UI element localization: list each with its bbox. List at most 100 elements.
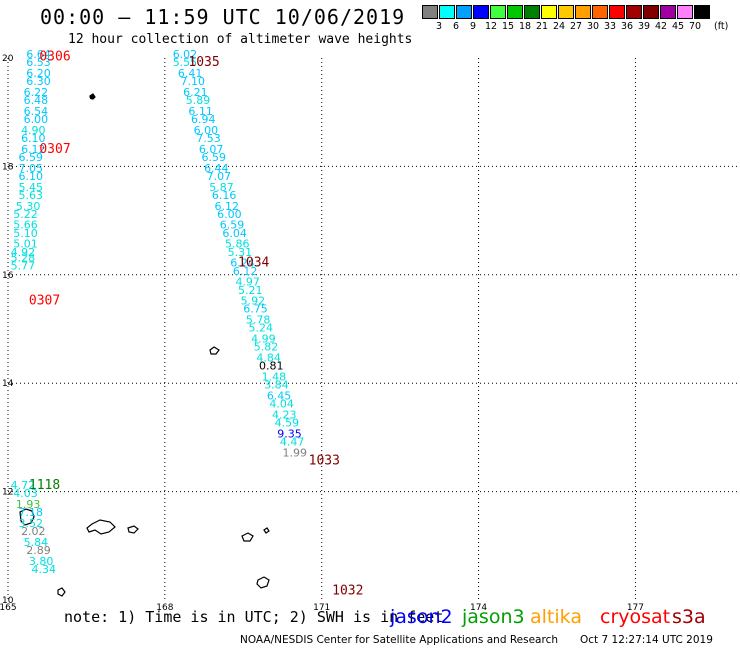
scale-swatch [541, 5, 557, 19]
swh-value: 6.53 [26, 56, 51, 69]
swh-value: 5.78 [246, 314, 271, 327]
scale-swatch [558, 5, 574, 19]
swh-value: 5.87 [209, 181, 234, 194]
satellite-cryosat: cryosat [600, 606, 671, 628]
scale-label: 39 [638, 21, 651, 32]
swh-value: 4.90 [21, 124, 45, 137]
swh-value: 6.21 [183, 86, 208, 99]
scale-swatch [626, 5, 642, 19]
swh-value: 6.02 [173, 48, 198, 61]
swh-value: 5.55 [173, 56, 198, 69]
x-tick-label: 174 [470, 603, 487, 613]
scale-label: 33 [604, 21, 617, 32]
swh-value: 6.12 [215, 200, 240, 213]
swh-value: 5.86 [225, 238, 250, 251]
swh-value: 5.24 [249, 322, 274, 335]
swh-value: 5.10 [13, 227, 37, 240]
swh-value: 4.34 [32, 563, 57, 576]
satellite-jason3: jason3 [462, 606, 525, 628]
swh-value: 5.84 [24, 536, 49, 549]
y-tick-label: 14 [2, 379, 14, 389]
swh-value: 4.92 [11, 246, 36, 259]
scale-label: 30 [587, 21, 600, 32]
swh-value: 7.10 [181, 75, 206, 88]
scale-swatch [507, 5, 523, 19]
swh-value: 4.72 [11, 479, 36, 492]
swh-value: 5.89 [186, 94, 211, 107]
scale-swatch [422, 5, 438, 19]
swh-value: 1.93 [16, 498, 41, 511]
scale-label: 18 [519, 21, 532, 32]
y-tick-label: 18 [2, 162, 14, 172]
swh-value: 4.97 [235, 276, 260, 289]
axis-ticks: 165 168 171 174 177 10 12 14 16 18 20 [0, 54, 644, 613]
swh-value: 5.01 [13, 238, 37, 251]
swh-value: 5.28 [11, 251, 36, 264]
swh-value: 5.31 [228, 246, 253, 259]
scale-label: 21 [536, 21, 549, 32]
swh-value: 7.53 [196, 132, 221, 145]
swh-value: 6.00 [24, 113, 49, 126]
islands [19, 93, 270, 597]
swh-value: 5.45 [18, 181, 43, 194]
swh-value: 5.30 [16, 200, 41, 213]
scale-swatch [609, 5, 625, 19]
swh-value: 6.12 [233, 265, 257, 278]
track-label: 1118 [29, 478, 60, 493]
scale-label: 27 [570, 21, 583, 32]
island-outline [209, 346, 220, 355]
color-scale-unit: (ft) [714, 21, 729, 32]
scale-swatch [490, 5, 506, 19]
scale-swatch [575, 5, 591, 19]
swh-value: 4.47 [280, 436, 305, 449]
swh-value: 1.99 [283, 446, 308, 459]
scale-swatch [524, 5, 540, 19]
satellite-jason2: jason2 [390, 606, 453, 628]
track-label: 1033 [309, 454, 340, 469]
chart-subtitle: 12 hour collection of altimeter wave hei… [68, 32, 413, 47]
x-tick-label: 177 [627, 603, 644, 613]
scale-label: 36 [621, 21, 634, 32]
swh-value: 7.18 [18, 506, 43, 519]
scale-swatch [694, 5, 710, 19]
swh-value: 6.59 [18, 151, 43, 164]
y-tick-label: 16 [2, 271, 14, 281]
swh-value: 9.35 [277, 427, 302, 440]
swh-value: 5.82 [254, 341, 279, 354]
swh-value: 2.02 [21, 525, 45, 538]
swh-value: 4.99 [251, 333, 276, 346]
scale-swatch [677, 5, 693, 19]
swh-value: 5.63 [18, 189, 43, 202]
y-tick-label: 20 [2, 54, 14, 64]
island-outline [263, 527, 270, 534]
data-points: 6.646.536.206.306.226.486.546.004.906.10… [11, 48, 307, 576]
track-labels: 0306 0307 0307 1035 1034 1033 1118 1032 [29, 50, 364, 599]
footer-note: note: 1) Time is in UTC; 2) SWH is in fe… [64, 608, 444, 626]
satellite-s3a: s3a [672, 606, 706, 628]
swh-value: 2.89 [26, 544, 51, 557]
swh-value: 7.07 [207, 170, 232, 183]
swh-value: 6.54 [24, 105, 49, 118]
swh-value: 6.11 [188, 105, 213, 118]
island-outline [86, 519, 116, 535]
swh-value: 6.10 [21, 132, 45, 145]
track-label: 1034 [238, 256, 269, 271]
swh-value: 6.12 [21, 143, 45, 156]
swh-value: 6.41 [178, 67, 203, 80]
scale-label: 45 [672, 21, 685, 32]
swh-value: 4.84 [256, 352, 281, 365]
swh-value: 3.52 [18, 517, 43, 530]
track-label: 0306 [39, 50, 70, 65]
swh-value: 0.81 [259, 360, 284, 373]
scale-label: 12 [485, 21, 498, 32]
x-tick-label: 165 [0, 603, 17, 613]
scale-label: 24 [553, 21, 566, 32]
x-tick-label: 171 [313, 603, 330, 613]
scale-label: 42 [655, 21, 668, 32]
scale-swatch [439, 5, 455, 19]
credit-text: NOAA/NESDIS Center for Satellite Applica… [240, 634, 558, 646]
swh-value: 6.20 [26, 67, 51, 80]
swh-value: 4.03 [13, 487, 37, 500]
swh-value: 6.94 [191, 113, 216, 126]
